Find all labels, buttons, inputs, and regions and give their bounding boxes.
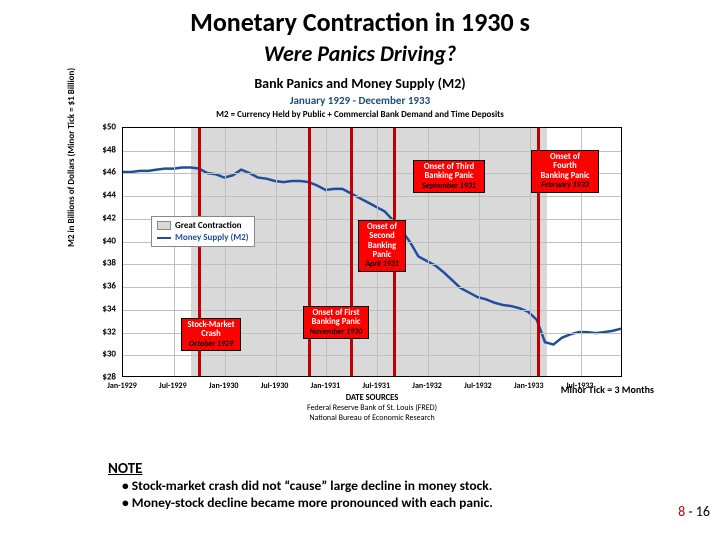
chart-formula: M2 = Currency Held by Public + Commercia…: [70, 109, 650, 120]
chart-title: Bank Panics and Money Supply (M2): [70, 75, 650, 92]
annotation-fourth: Onset ofFourthBanking PanicFebruary 1933: [531, 150, 599, 193]
slide-title: Monetary Contraction in 1930 s: [0, 6, 720, 38]
y-axis-label: M2 in Billions of Dollars (Minor Tick = …: [66, 68, 77, 247]
chart-subtitle: January 1929 - December 1933: [70, 94, 650, 107]
note-list: Stock-market crash did not “cause” large…: [108, 478, 608, 512]
slide-subtitle: Were Panics Driving?: [0, 40, 720, 67]
plot-area: Stock-MarketCrashOctober 1929 Onset of Fi…: [122, 127, 622, 377]
annotation-crash: Stock-MarketCrashOctober 1929: [181, 318, 241, 351]
annotation-second: Onset ofSecondBankingPanicApril 1931: [358, 220, 406, 272]
note-header: NOTE: [108, 460, 608, 478]
page-number: 8 - 16: [678, 503, 710, 520]
legend: Great ContractionMoney Supply (M2): [151, 216, 255, 247]
note-bullet: Money-stock decline became more pronounc…: [122, 495, 608, 512]
annotation-third: Onset of ThirdBanking PanicSeptember 193…: [413, 160, 485, 193]
annotation-first: Onset of FirstBanking PanicNovember 1930: [303, 306, 369, 339]
data-sources: DATE SOURCES Federal Reserve Bank of St.…: [122, 393, 622, 423]
note-bullet: Stock-market crash did not “cause” large…: [122, 478, 608, 495]
chart-container: Bank Panics and Money Supply (M2) Januar…: [70, 75, 650, 435]
y-axis: $28$30$32$34$36$38$40$42$44$46$48$50: [88, 127, 118, 377]
note-block: NOTE Stock-market crash did not “cause” …: [108, 460, 608, 512]
